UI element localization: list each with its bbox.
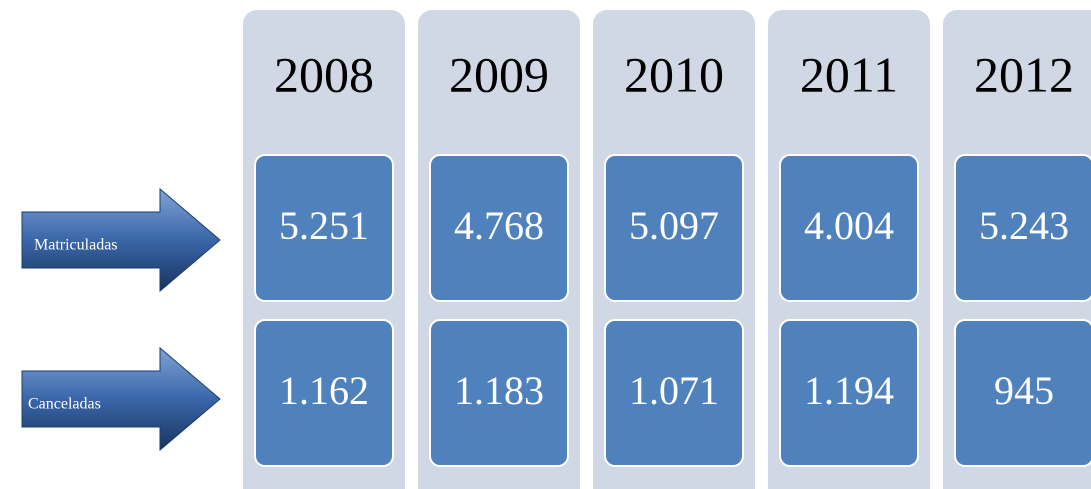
value-box: [429, 319, 569, 467]
value-text: 5.251: [279, 203, 369, 248]
value-text: 4.004: [804, 203, 894, 248]
value-box: [779, 319, 919, 467]
arrow: [21, 346, 221, 452]
value-box: [254, 319, 394, 467]
value-box: [954, 319, 1091, 467]
year-label: 2010: [624, 46, 724, 102]
value-text: 5.097: [629, 203, 719, 248]
value-text: 1.194: [804, 368, 894, 413]
value-text: 945: [994, 368, 1054, 413]
columns: 2008 5.251 1.162 2009 4.768 1.183 2010 5.097 1.0…: [243, 10, 1091, 489]
value-text: 1.162: [279, 368, 369, 413]
year-label: 2012: [974, 46, 1074, 102]
value-text: 5.243: [979, 203, 1069, 248]
value-box: [779, 154, 919, 302]
value-text: 1.183: [454, 368, 544, 413]
value-box: [954, 154, 1091, 302]
year-label: 2009: [449, 46, 549, 102]
value-box: [429, 154, 569, 302]
arrows: Matriculadas Canceladas: [21, 187, 221, 452]
value-text: 4.768: [454, 203, 544, 248]
arrow: [21, 187, 221, 293]
year-label: 2011: [800, 46, 898, 102]
value-box: [604, 154, 744, 302]
arrow-label: Canceladas: [28, 396, 101, 413]
value-box: [254, 154, 394, 302]
value-box: [604, 319, 744, 467]
value-text: 1.071: [629, 368, 719, 413]
year-label: 2008: [274, 46, 374, 102]
arrow-label: Matriculadas: [34, 237, 118, 254]
